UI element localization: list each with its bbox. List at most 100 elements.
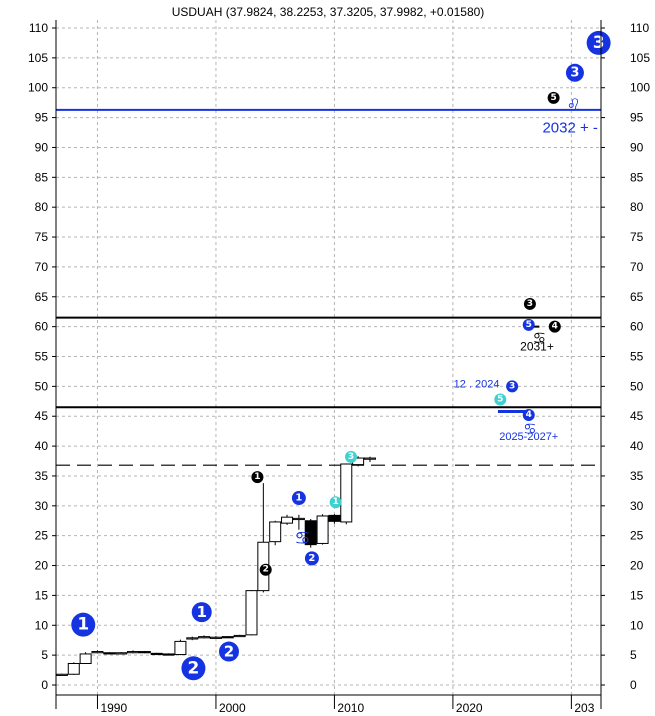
candle-body: [198, 636, 211, 639]
wave-marker-number: 5: [497, 395, 503, 405]
wave-marker-circle: [191, 602, 212, 623]
candle: [209, 636, 222, 639]
y-tick-label: 25: [35, 529, 49, 543]
y-tick-label: 65: [35, 290, 49, 304]
candle-body: [186, 637, 199, 640]
y-tick-label: 15: [630, 588, 644, 602]
zodiac-glyph: ♌: [567, 95, 581, 114]
wave-marker: 1: [291, 491, 306, 506]
y-tick-label: 65: [630, 290, 644, 304]
wave-marker: 4: [522, 409, 535, 422]
wave-marker-circle: [522, 318, 535, 331]
wave-marker-number: 1: [254, 472, 260, 482]
y-tick-label: 70: [630, 260, 644, 274]
wave-marker-circle: [506, 380, 519, 393]
wave-marker-circle: [523, 297, 536, 310]
wave-marker-number: 1: [197, 603, 207, 621]
wave-marker-number: 1: [77, 615, 89, 635]
candle-body: [127, 651, 140, 654]
candle-body: [138, 651, 151, 654]
y-tick-label: 110: [29, 21, 48, 35]
wave-marker: 1: [191, 602, 212, 623]
y-tick-label: 40: [630, 439, 644, 453]
candle: [363, 456, 376, 463]
candle: [304, 518, 317, 548]
wave-marker-circle: [259, 563, 272, 576]
x-tick-label: 2010: [337, 701, 364, 715]
candle-body: [115, 652, 128, 655]
wave-marker-circle: [586, 30, 611, 55]
y-tick-label: 90: [630, 140, 644, 154]
candle: [150, 652, 163, 656]
candle-body: [79, 653, 92, 664]
annotation-label: 12 . 2024: [454, 379, 500, 391]
y-tick-label: 40: [35, 439, 49, 453]
y-tick-label: 30: [630, 499, 644, 513]
wave-marker-number: 3: [593, 33, 605, 53]
zodiac-glyph: ♋: [533, 329, 546, 347]
candle-body: [221, 636, 234, 639]
annotations: 2032 + -2031+12 . 20242025-2027+♋♋♋♌1212…: [71, 30, 611, 681]
wave-marker-circle: [329, 496, 342, 509]
candle-body: [103, 652, 116, 655]
zodiac-glyph: ♋: [294, 528, 310, 549]
wave-marker: 3: [565, 63, 584, 82]
candle-body: [174, 640, 187, 656]
y-tick-label: 60: [630, 320, 644, 334]
wave-marker-number: 2: [308, 553, 315, 564]
x-axis: 1990 2000 2010 2020 203: [55, 20, 602, 715]
candle-body: [67, 662, 80, 675]
y-tick-label: 10: [35, 618, 49, 632]
candle: [340, 463, 353, 525]
candle-body: [340, 463, 353, 523]
x-tick-label: 2020: [456, 701, 483, 715]
wave-marker-circle: [522, 409, 535, 422]
wave-marker-number: 1: [295, 493, 302, 504]
candle: [257, 483, 270, 593]
candle: [233, 634, 246, 638]
y-tick-label: 25: [630, 529, 644, 543]
wave-marker: 3: [345, 450, 358, 463]
y-tick-label: 45: [630, 409, 644, 423]
candle-body: [292, 517, 305, 521]
candle-body: [55, 673, 68, 676]
candle-body: [304, 520, 317, 546]
y-tick-label: 5: [630, 648, 637, 662]
y-axis-left: 0 5 10 15 20 25 30 35 40 45 50 55 60 65 70 75 80 85 90 95 10…: [28, 21, 56, 692]
wave-marker: 3: [523, 297, 536, 310]
wave-marker-circle: [494, 393, 507, 406]
wave-marker-number: 1: [332, 497, 338, 507]
candle: [127, 650, 140, 654]
y-tick-label: 95: [630, 111, 644, 125]
candle: [281, 514, 294, 525]
candle-body: [150, 652, 163, 656]
y-tick-label: 45: [35, 409, 49, 423]
wave-marker-number: 3: [527, 299, 533, 309]
candle: [79, 652, 92, 664]
y-tick-label: 85: [35, 170, 49, 184]
candle: [162, 653, 175, 656]
annotation-label: 2025-2027+: [499, 431, 558, 443]
wave-marker-number: 3: [509, 381, 515, 391]
y-tick-label: 35: [35, 469, 49, 483]
candle-body: [233, 634, 246, 638]
y-tick-label: 50: [35, 379, 49, 393]
y-tick-label: 105: [630, 51, 650, 65]
y-tick-label: 105: [28, 51, 48, 65]
y-tick-label: 80: [630, 200, 644, 214]
horizontal-levels: [56, 108, 601, 466]
y-axis-right: 0 5 10 15 20 25 30 35 40 45 50 55 60 65 70 75 80 85 90 95 10…: [601, 21, 650, 692]
wave-marker-number: 2: [224, 643, 234, 661]
wave-marker-circle: [548, 320, 561, 333]
candles: [55, 456, 376, 676]
wave-marker: 2: [181, 656, 206, 681]
candle: [138, 650, 151, 654]
candle: [186, 636, 199, 641]
y-tick-label: 0: [630, 678, 637, 692]
y-tick-label: 75: [630, 230, 644, 244]
y-tick-label: 55: [630, 350, 644, 364]
candle: [55, 673, 68, 676]
wave-marker-number: 3: [570, 65, 579, 80]
wave-marker-circle: [181, 656, 206, 681]
